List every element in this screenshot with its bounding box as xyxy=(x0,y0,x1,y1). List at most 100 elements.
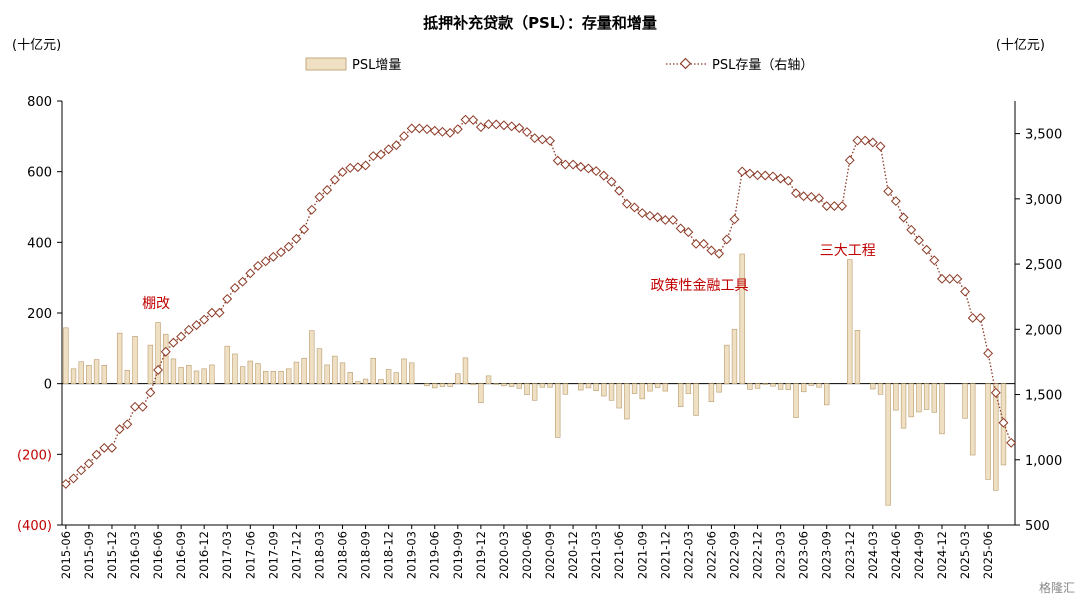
line-point xyxy=(560,159,571,170)
line-point xyxy=(153,365,164,375)
bar xyxy=(155,322,161,384)
left-tick-label: 200 xyxy=(27,307,52,322)
legend: PSL增量 PSL存量（右轴） xyxy=(305,57,813,73)
bar xyxy=(378,379,384,384)
line-point xyxy=(591,166,602,177)
x-tick-label: 2022-12 xyxy=(751,531,765,579)
line-point xyxy=(222,293,233,304)
right-tick-label: 3,000 xyxy=(1025,193,1062,208)
bar xyxy=(132,336,138,384)
bar xyxy=(985,383,991,480)
x-tick-label: 2019-06 xyxy=(428,531,442,579)
line-point xyxy=(614,185,625,196)
bar xyxy=(893,383,899,411)
bar xyxy=(724,344,730,384)
line-point xyxy=(852,135,863,146)
bar xyxy=(255,363,261,384)
line-point xyxy=(337,167,348,178)
right-tick-label: 3,500 xyxy=(1025,128,1062,143)
line-point xyxy=(114,424,125,435)
legend-bar-swatch xyxy=(305,57,347,71)
line-point xyxy=(245,268,256,279)
x-tick-label: 2016-09 xyxy=(174,531,188,579)
line-point xyxy=(683,227,694,238)
line-point xyxy=(406,123,417,134)
line-point xyxy=(798,191,809,202)
line-point xyxy=(829,201,840,211)
line-point xyxy=(837,201,848,211)
bar xyxy=(232,353,238,384)
x-tick-label: 2021-09 xyxy=(635,531,649,579)
bar xyxy=(931,383,937,413)
right-tick-label: 2,000 xyxy=(1025,323,1062,338)
annotation-policy-finance-tools: 政策性金融工具 xyxy=(650,277,748,294)
bar xyxy=(516,383,522,389)
bar xyxy=(693,383,699,416)
tick-labels: (400) (200) 0 200 400 600 800 500 1,000 1,500 2,00… xyxy=(17,95,1062,579)
bar xyxy=(916,383,922,413)
line-point xyxy=(844,155,855,166)
line-point xyxy=(475,122,486,133)
line-point xyxy=(137,401,148,412)
right-tick-label: 500 xyxy=(1025,519,1050,534)
bar xyxy=(885,383,891,506)
x-tick-label: 2018-09 xyxy=(359,531,373,579)
bar xyxy=(824,383,830,406)
bar xyxy=(101,364,107,384)
line-point xyxy=(437,126,448,137)
legend-label-line: PSL存量（右轴） xyxy=(712,58,813,73)
line-point xyxy=(452,124,463,135)
line-point xyxy=(967,313,978,323)
line-point xyxy=(422,124,433,135)
line-point xyxy=(960,286,970,297)
line-point xyxy=(522,127,532,137)
line-point xyxy=(537,134,548,145)
line-point xyxy=(975,313,986,323)
bar xyxy=(262,370,269,384)
bar xyxy=(424,383,430,387)
bar xyxy=(493,383,499,385)
line-point xyxy=(199,314,210,325)
bar xyxy=(309,330,315,384)
line-point xyxy=(737,166,748,177)
x-tick-label: 2019-03 xyxy=(405,531,419,579)
line-point xyxy=(867,137,878,148)
bar xyxy=(193,370,200,384)
bar xyxy=(608,383,615,401)
bar xyxy=(793,383,799,418)
bar xyxy=(731,328,738,384)
line-point xyxy=(130,401,140,412)
line-point xyxy=(575,161,586,172)
line-point xyxy=(1006,437,1017,448)
x-tick-label: 2024-06 xyxy=(889,531,903,579)
bar xyxy=(316,348,323,384)
bar xyxy=(332,355,338,384)
bar xyxy=(716,383,722,393)
line-point xyxy=(260,256,271,267)
line-point xyxy=(714,248,725,259)
annotation-penggai: 棚改 xyxy=(142,296,170,312)
left-tick-label: 0 xyxy=(44,378,52,393)
x-tick-label: 2019-12 xyxy=(474,531,488,579)
line-point xyxy=(744,168,755,179)
line-point xyxy=(491,119,502,130)
line-point xyxy=(906,224,917,235)
line-point xyxy=(383,144,394,155)
bar xyxy=(993,383,999,491)
bar xyxy=(708,383,715,402)
line-point xyxy=(583,163,594,174)
bar xyxy=(124,369,131,384)
bar xyxy=(970,383,976,456)
bar xyxy=(877,383,884,395)
line-point xyxy=(775,173,786,184)
bar xyxy=(347,372,353,384)
bar xyxy=(393,372,400,384)
x-tick-label: 2021-06 xyxy=(612,531,626,579)
line-point xyxy=(767,171,778,182)
line-point xyxy=(621,198,632,209)
line-point xyxy=(168,337,179,348)
bar xyxy=(677,383,684,407)
bar xyxy=(770,383,776,387)
line-point xyxy=(229,283,240,293)
bar xyxy=(93,359,100,384)
